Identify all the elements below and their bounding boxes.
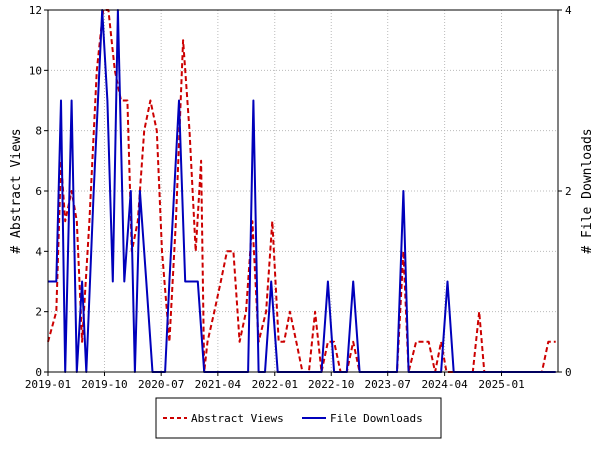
- x-tick-label: 2021-04: [195, 378, 242, 391]
- legend-label-abstract-views: Abstract Views: [191, 412, 284, 425]
- x-tick-label: 2022-01: [252, 378, 298, 391]
- y-left-axis-label: # Abstract Views: [9, 128, 24, 253]
- legend-label-file-downloads: File Downloads: [330, 412, 423, 425]
- ticks: 0 2 4 6 8 10 12 0 2 4 2019-01 2019-10 2020-07 2021-04…: [25, 4, 572, 391]
- legend: Abstract Views File Downloads: [155, 397, 442, 439]
- y-left-tick-label: 8: [35, 125, 42, 138]
- x-tick-label: 2022-10: [308, 378, 354, 391]
- y-left-tick-label: 4: [35, 245, 42, 258]
- y-left-tick-label: 6: [35, 185, 42, 198]
- x-tick-label: 2023-07: [365, 378, 411, 391]
- x-tick-label: 2024-04: [421, 378, 468, 391]
- y-right-tick-label: 0: [565, 366, 572, 379]
- y-left-tick-label: 2: [35, 306, 42, 319]
- x-tick-label: 2020-07: [138, 378, 184, 391]
- x-tick-label: 2019-01: [25, 378, 71, 391]
- x-tick-label: 2025-01: [478, 378, 524, 391]
- y-right-tick-label: 4: [565, 4, 572, 17]
- y-left-tick-label: 12: [29, 4, 42, 17]
- x-tick-label: 2019-10: [81, 378, 127, 391]
- y-left-tick-label: 10: [29, 64, 42, 77]
- legend-box: [155, 397, 442, 439]
- y-left-tick-label: 0: [35, 366, 42, 379]
- y-right-tick-label: 2: [565, 185, 572, 198]
- y-right-axis-label: # File Downloads: [580, 128, 595, 253]
